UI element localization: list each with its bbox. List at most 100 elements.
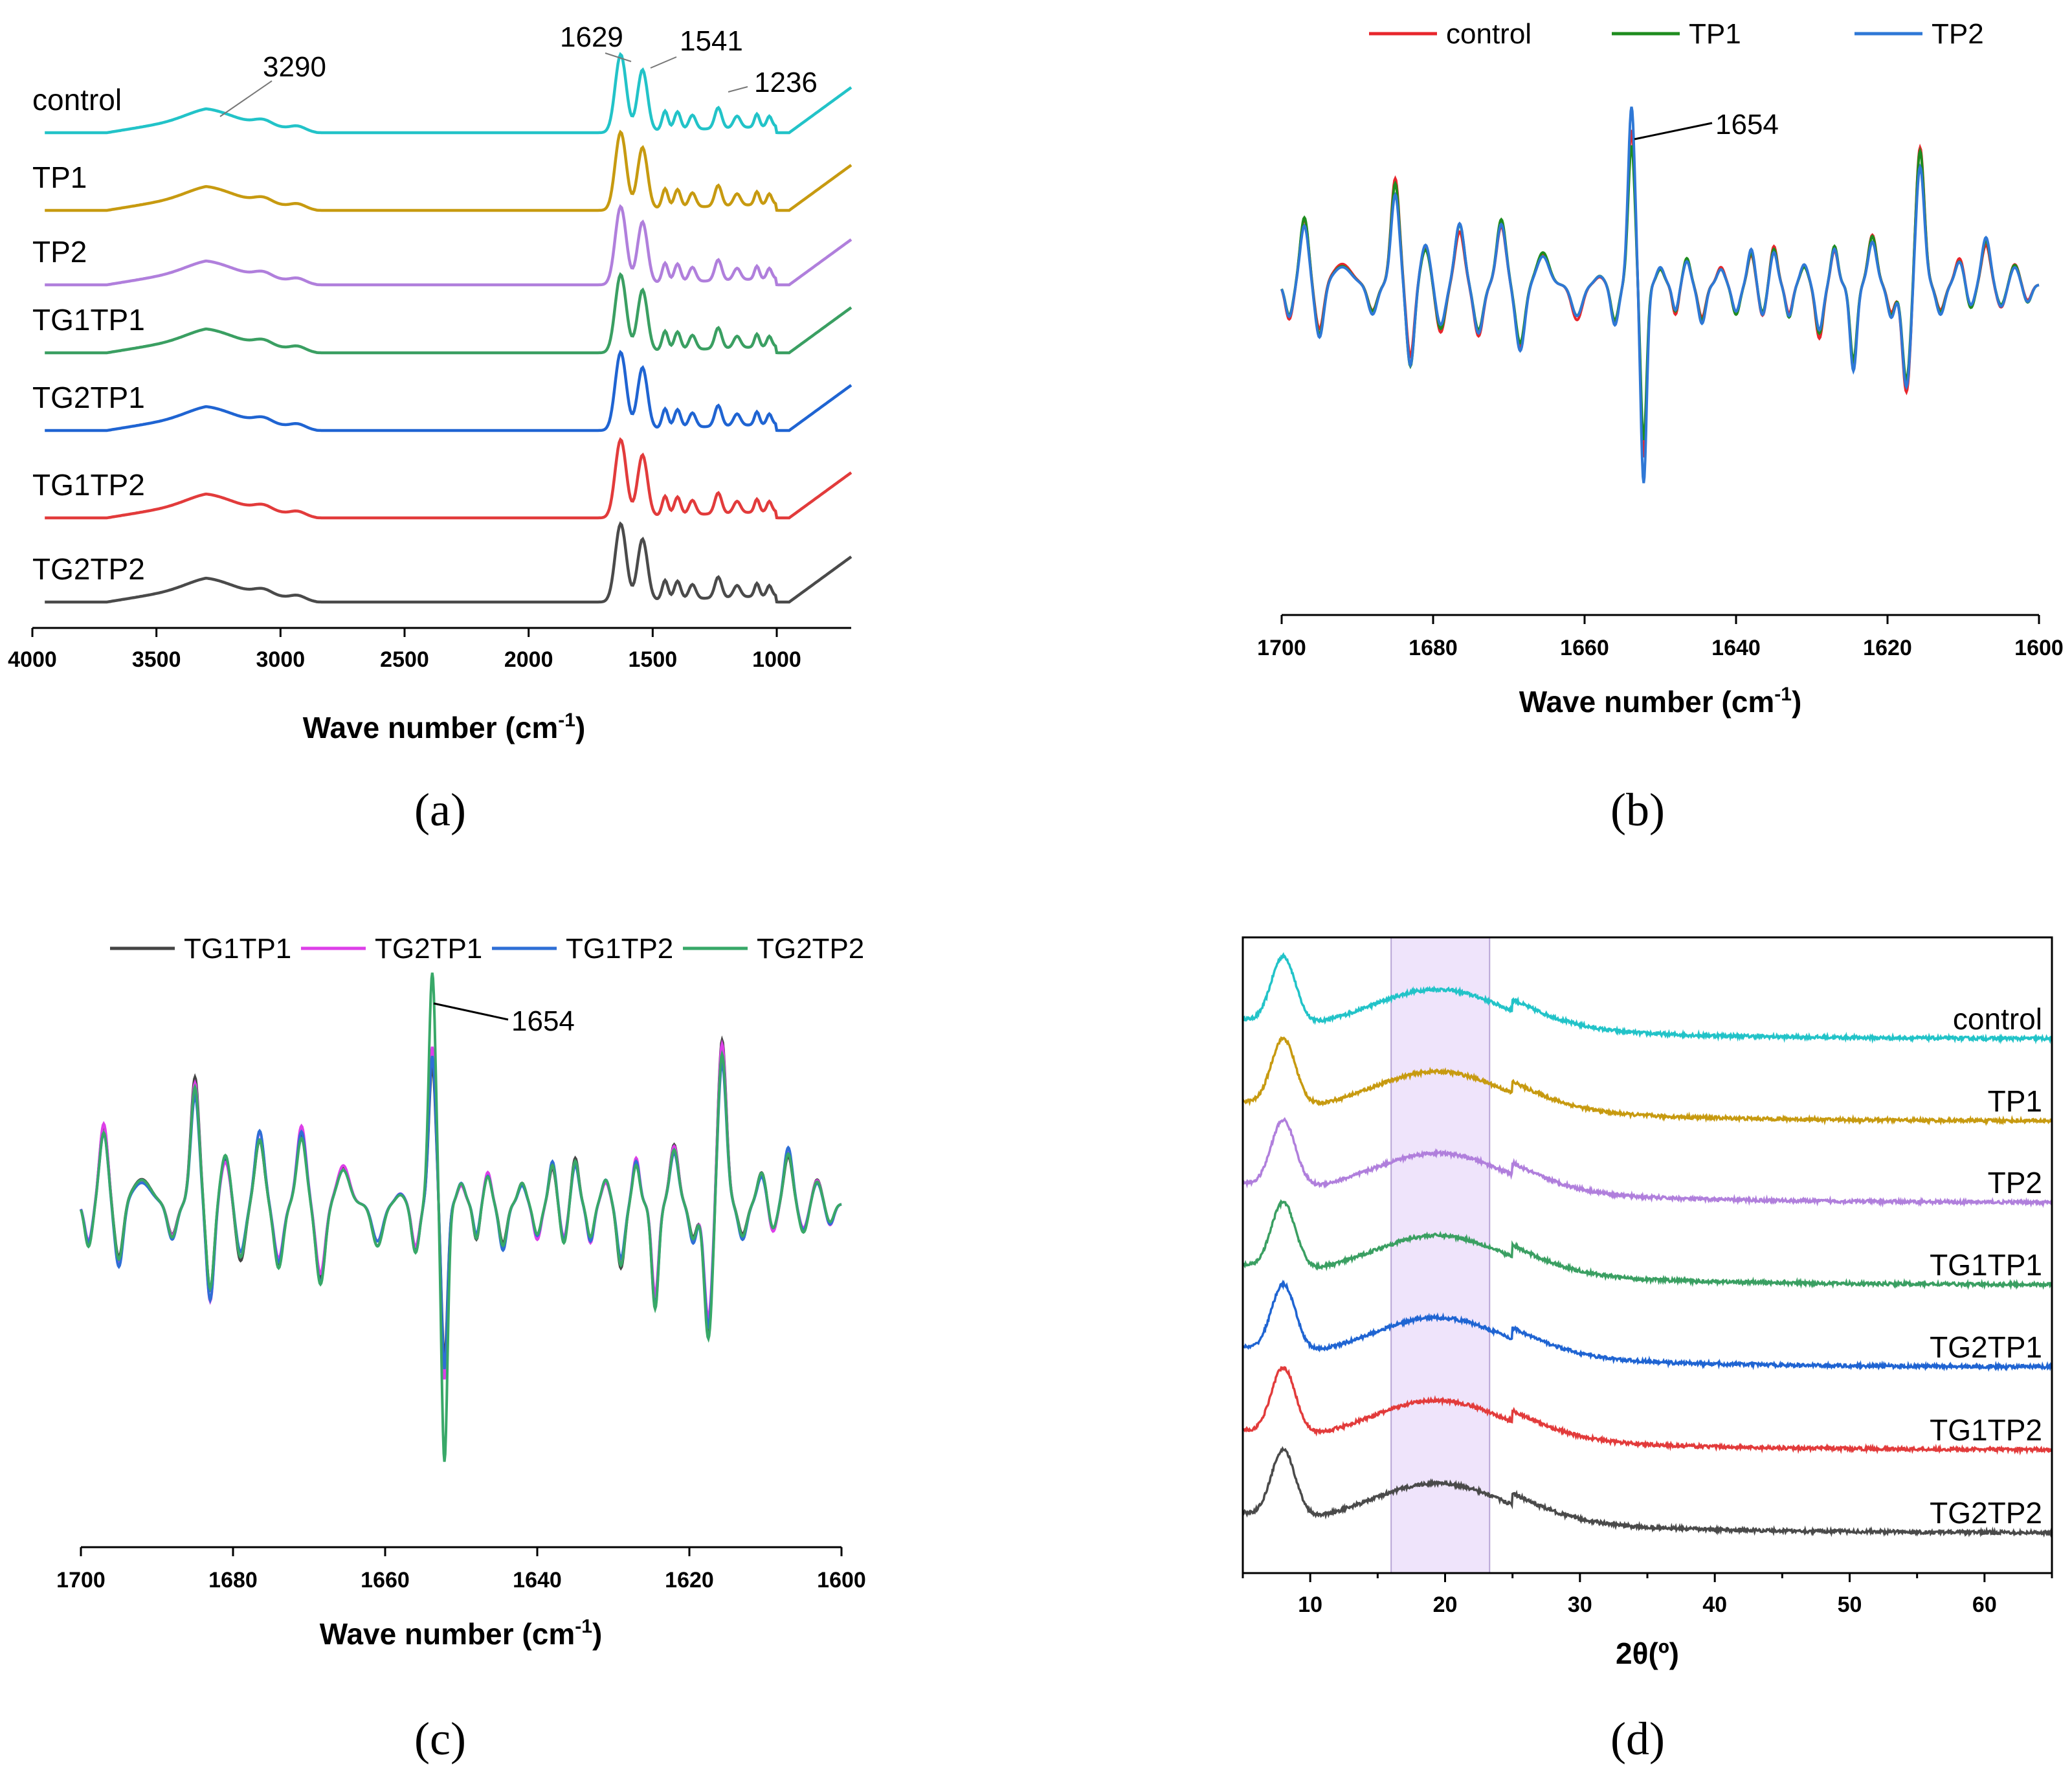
panel-a-annotation-1541: 1541: [680, 25, 743, 57]
panel-a-annotation-3290: 3290: [263, 51, 326, 83]
panel-a-annotation-leader: [650, 56, 677, 69]
panel-b-series-tp2: [1280, 106, 2040, 484]
panel-a-x-axis-label: Wave number (cm-1): [303, 710, 586, 744]
panel-d-series-tg2tp2: [1242, 1446, 2053, 1538]
panel-d-label: (d): [1610, 1713, 1665, 1765]
panel-c-legend-label-tg2tp1: TG2TP1: [375, 933, 482, 965]
panel-d: control TP1 TP2 TG1TP1 TG2TP1 TG1TP2 TG2TP2 10…: [1242, 936, 2053, 1765]
panel-a-tick-label: 1500: [629, 647, 678, 672]
panel-d-tick-label: 60: [1972, 1593, 1997, 1617]
panel-a-annotation-1236: 1236: [754, 67, 818, 98]
panel-c: TG1TP1 TG2TP1 TG1TP2 TG2TP2 1654 1700 1680 16…: [56, 933, 866, 1765]
panel-c-tick-label: 1660: [361, 1568, 410, 1593]
panel-c-x-axis-label: Wave number (cm-1): [320, 1616, 603, 1651]
panel-b-tick-label: 1620: [1863, 636, 1912, 660]
panel-a-series-label-tg1tp2: TG1TP2: [32, 468, 145, 502]
panel-c-tick-label: 1620: [665, 1568, 714, 1593]
panel-b-legend-label-control: control: [1446, 18, 1532, 50]
panel-b-annotation-leader: [1634, 122, 1713, 140]
panel-d-tick-label: 50: [1838, 1593, 1862, 1617]
panel-c-series: [80, 972, 842, 1462]
panel-a-series-tp1: [45, 129, 852, 212]
panel-b: control TP1 TP2 1654 1700 1680 1660 1640 1620 1…: [1257, 18, 2064, 836]
panel-c-annotation-leader: [433, 1002, 509, 1021]
panel-d-series-label-tg1tp1: TG1TP1: [1930, 1248, 2042, 1282]
panel-a-tick-label: 1000: [752, 647, 801, 672]
panel-d-series-label-tg1tp2: TG1TP2: [1930, 1413, 2042, 1447]
panel-d-series-label-control: control: [1953, 1002, 2042, 1036]
panel-d-series-tg1tp2: [1242, 1366, 2053, 1456]
panel-a-series-label-tp2: TP2: [32, 235, 87, 269]
panel-b-annotation-1654: 1654: [1715, 109, 1779, 140]
panel-b-series: [1280, 106, 2040, 484]
panel-b-legend-label-tp1: TP1: [1689, 18, 1741, 50]
panel-b-tick-label: 1680: [1409, 636, 1458, 660]
panel-a-series-label-tp1: TP1: [32, 161, 87, 194]
panel-b-x-ticks: 1700 1680 1660 1640 1620 1600: [1257, 615, 2064, 660]
panel-a-x-ticks: 4000 3500 3000 2500 2000 1500 1000: [8, 628, 801, 672]
panel-a-label: (a): [414, 784, 466, 836]
panel-d-tick-label: 30: [1568, 1593, 1592, 1617]
panel-a-series-label-tg2tp2: TG2TP2: [32, 552, 145, 586]
panel-d-shaded-region: [1390, 937, 1491, 1574]
panel-a: control TP1 TP2 TG1TP1 TG2TP1 TG1TP2 TG2TP2 32…: [8, 21, 852, 836]
panel-d-series-tg1tp1: [1242, 1199, 2053, 1290]
panel-c-tick-label: 1640: [513, 1568, 562, 1593]
panel-a-series-tg2tp2: [45, 521, 852, 604]
panel-a-series-label-control: control: [32, 83, 122, 117]
panel-d-tick-label: 40: [1702, 1593, 1727, 1617]
panel-b-annotations: 1654: [1634, 109, 1779, 140]
panel-c-tick-label: 1680: [208, 1568, 258, 1593]
panel-b-tick-label: 1640: [1711, 636, 1761, 660]
panel-a-series-label-tg2tp1: TG2TP1: [32, 381, 145, 414]
panel-a-annotation-leader: [605, 52, 632, 62]
panel-a-annotation-leader: [728, 86, 748, 93]
panel-b-tick-label: 1660: [1560, 636, 1609, 660]
panel-d-series-tp1: [1242, 1036, 2053, 1126]
panel-c-x-ticks: 1700 1680 1660 1640 1620 1600: [56, 1547, 866, 1593]
panel-a-tick-label: 3500: [132, 647, 181, 672]
panel-a-series-tg1tp2: [45, 437, 852, 520]
panel-b-tick-label: 1600: [2014, 636, 2064, 660]
panel-c-legend: TG1TP1 TG2TP1 TG1TP2 TG2TP2: [110, 933, 864, 965]
panel-c-annotations: 1654: [433, 1002, 575, 1037]
panel-b-tick-label: 1700: [1257, 636, 1306, 660]
panel-d-series-label-tg2tp1: TG2TP1: [1930, 1330, 2042, 1364]
panel-d-series-tg2tp1: [1242, 1279, 2053, 1372]
panel-d-series-label-tp2: TP2: [1988, 1166, 2042, 1200]
panel-d-series-tp2: [1242, 1117, 2053, 1209]
panel-a-annotations: 3290 1629 1541 1236: [219, 21, 818, 117]
panel-c-legend-label-tg1tp2: TG1TP2: [566, 933, 673, 965]
panel-a-series-tp2: [45, 204, 852, 287]
panel-b-legend: control TP1 TP2: [1369, 18, 1984, 50]
panel-c-tick-label: 1600: [817, 1568, 866, 1593]
panel-d-series: control TP1 TP2 TG1TP1 TG2TP1 TG1TP2 TG2TP2: [1242, 952, 2053, 1538]
panel-c-label: (c): [414, 1713, 466, 1765]
panel-b-label: (b): [1610, 784, 1665, 836]
panel-a-tick-label: 4000: [8, 647, 57, 672]
panel-a-series-tg2tp1: [45, 350, 852, 432]
panel-c-series-tg2tp2: [80, 972, 842, 1462]
panel-c-annotation-1654: 1654: [511, 1005, 575, 1037]
panel-a-series: control TP1 TP2 TG1TP1 TG2TP1 TG1TP2 TG2TP2: [32, 52, 852, 604]
panel-a-tick-label: 2500: [380, 647, 429, 672]
panel-d-x-ticks: 10 20 30 40 50 60: [1242, 1573, 2053, 1617]
panel-d-x-axis-label: 2θ(º): [1616, 1637, 1679, 1670]
panel-a-annotation-leader: [219, 80, 273, 117]
panel-a-annotation-1629: 1629: [560, 21, 623, 53]
panel-d-tick-label: 20: [1433, 1593, 1458, 1617]
panel-b-legend-label-tp2: TP2: [1932, 18, 1984, 50]
panel-a-series-tg1tp1: [45, 272, 852, 355]
panel-c-legend-label-tg2tp2: TG2TP2: [757, 933, 864, 965]
panel-d-series-label-tg2tp2: TG2TP2: [1930, 1496, 2042, 1530]
panel-b-x-axis-label: Wave number (cm-1): [1519, 684, 1802, 719]
panel-a-tick-label: 3000: [256, 647, 306, 672]
panel-d-tick-label: 10: [1298, 1593, 1322, 1617]
panel-a-series-label-tg1tp1: TG1TP1: [32, 303, 145, 337]
panel-b-series-tp1: [1280, 145, 2040, 441]
panel-c-tick-label: 1700: [56, 1568, 106, 1593]
panel-c-legend-label-tg1tp1: TG1TP1: [184, 933, 291, 965]
panel-b-series-control: [1280, 129, 2040, 458]
panel-d-series-label-tp1: TP1: [1988, 1084, 2042, 1118]
